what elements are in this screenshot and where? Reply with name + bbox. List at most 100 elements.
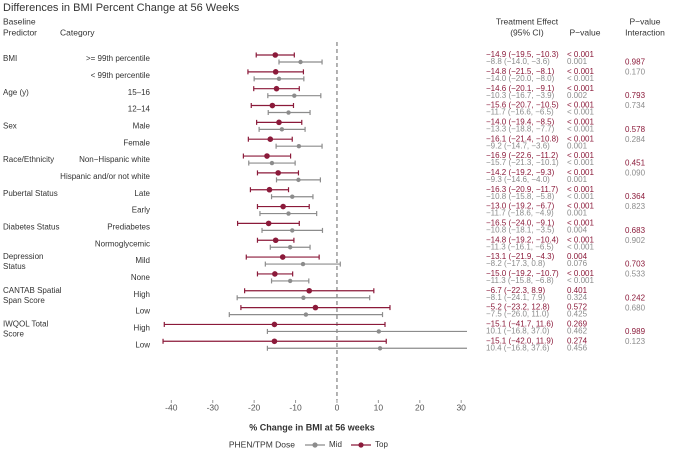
effect-label: −14.8 (−21.5, −8.1): [486, 67, 555, 76]
p-value: 0.274: [567, 336, 588, 345]
point: [303, 312, 309, 317]
category-label: >= 99th percentile: [86, 54, 151, 63]
p-value: < 0.001: [567, 124, 594, 133]
effect-label: −10.8 (−18.1, −3.5): [486, 226, 555, 235]
point: [301, 295, 306, 300]
p-value: < 0.001: [567, 219, 594, 228]
point: [287, 278, 293, 284]
point: [286, 110, 291, 115]
p-value: 0.004: [567, 226, 588, 235]
p-value: 0.076: [567, 259, 588, 268]
interaction-p: 0.364: [625, 192, 646, 201]
effect-label: −14.0 (−20.0, −8.0): [486, 74, 555, 83]
effect-label: −14.9 (−19.5, −10.3): [486, 50, 559, 59]
x-tick-label: -40: [165, 402, 178, 412]
effect-label: 10.4 (−16.8, 37.6): [486, 343, 550, 352]
legend-label: Mid: [329, 440, 342, 449]
interaction-p: 0.578: [625, 125, 646, 134]
effect-label: −7.5 (−26.0, 11.0): [486, 310, 549, 319]
point: [272, 69, 279, 75]
p-value: < 0.001: [567, 185, 594, 194]
point: [280, 203, 286, 210]
p-value: < 0.001: [567, 276, 594, 285]
point: [272, 237, 279, 244]
interaction-p: 0.823: [625, 202, 646, 211]
predictor-label: Depression: [3, 252, 43, 261]
predictor-label: IWQOL Total: [3, 320, 49, 329]
effect-label: −9.2 (−14.7, −3.6): [486, 141, 550, 150]
effect-label: −11.3 (−16.1, −6.5): [486, 242, 554, 251]
effect-label: −8.2 (−17.3, 0.8): [486, 259, 545, 268]
category-label: Prediabetes: [107, 223, 150, 232]
category-label: Mild: [135, 256, 150, 265]
p-value: < 0.001: [567, 117, 594, 126]
point: [290, 194, 295, 199]
p-value: < 0.001: [567, 168, 594, 177]
point: [265, 220, 272, 227]
p-value: 0.002: [567, 91, 588, 100]
effect-label: −11.7 (−18.6, −4.9): [486, 209, 554, 218]
category-label: Normoglycemic: [95, 239, 150, 248]
p-value: 0.572: [567, 303, 588, 312]
point: [279, 127, 285, 132]
effect-label: −9.3 (−14.6, −4.0): [486, 175, 550, 184]
p-value: < 0.001: [567, 50, 594, 59]
chart-title: Differences in BMI Percent Change at 56 …: [3, 2, 240, 14]
point: [266, 186, 273, 193]
effect-label: −8.8 (−14.0, −3.6): [486, 57, 550, 66]
p-value: 0.001: [567, 57, 588, 66]
effect-label: −16.9 (−22.6, −11.2): [486, 151, 558, 160]
predictor-label: Span Score: [3, 296, 45, 305]
interaction-p: 0.902: [625, 236, 646, 245]
category-label: Low: [135, 307, 150, 316]
x-tick-label: -20: [248, 402, 261, 412]
interaction-p: 0.703: [625, 260, 646, 269]
category-label: Male: [133, 121, 151, 130]
effect-label: −15.1 (−42.0, 11.9): [486, 336, 554, 345]
category-label: 12–14: [128, 105, 151, 114]
point: [286, 211, 291, 216]
point: [300, 261, 306, 267]
p-value: < 0.001: [567, 108, 594, 117]
p-value: 0.001: [567, 141, 588, 150]
effect-label: −15.1 (−41.7, 11.6): [486, 320, 554, 329]
legend-marker: [312, 442, 318, 448]
legend-marker: [358, 442, 364, 448]
interaction-p: 0.451: [625, 159, 646, 168]
point: [292, 93, 297, 98]
header: P−value: [630, 16, 661, 26]
x-tick-label: 30: [456, 402, 466, 412]
p-value: 0.001: [567, 175, 588, 184]
x-axis-title: % Change in BMI at 56 weeks: [249, 422, 375, 432]
point: [290, 228, 295, 233]
p-value: < 0.001: [567, 202, 594, 211]
point: [269, 102, 276, 109]
x-tick-label: 0: [335, 402, 340, 412]
point: [376, 329, 381, 334]
x-tick-label: 10: [374, 402, 384, 412]
point: [269, 160, 275, 166]
predictor-label: Age (y): [3, 88, 29, 97]
p-value: 0.269: [567, 320, 588, 329]
p-value: 0.401: [567, 286, 588, 295]
category-label: None: [131, 273, 151, 282]
effect-label: −11.3 (−15.8, −6.8): [486, 276, 554, 285]
p-value: 0.456: [567, 343, 588, 352]
effect-label: −10.3 (−16.7, −3.9): [486, 91, 555, 100]
effect-label: −15.6 (−20.7, −10.5): [486, 101, 559, 110]
predictor-label: Sex: [3, 121, 17, 130]
interaction-p: 0.533: [625, 270, 646, 279]
p-value: < 0.001: [567, 151, 594, 160]
point: [264, 153, 270, 159]
effect-label: −13.1 (−21.9, −4.3): [486, 252, 555, 261]
effect-label: −14.6 (−20.1, −9.1): [486, 84, 555, 93]
interaction-p: 0.989: [625, 327, 646, 336]
p-value: < 0.001: [567, 242, 594, 251]
point: [267, 136, 274, 142]
effect-label: −5.2 (−23.2, 12.8): [486, 303, 550, 312]
point: [287, 245, 293, 250]
interaction-p: 0.734: [625, 101, 646, 110]
effect-label: −15.0 (−19.2, −10.7): [486, 269, 559, 278]
category-label: Late: [134, 189, 150, 198]
